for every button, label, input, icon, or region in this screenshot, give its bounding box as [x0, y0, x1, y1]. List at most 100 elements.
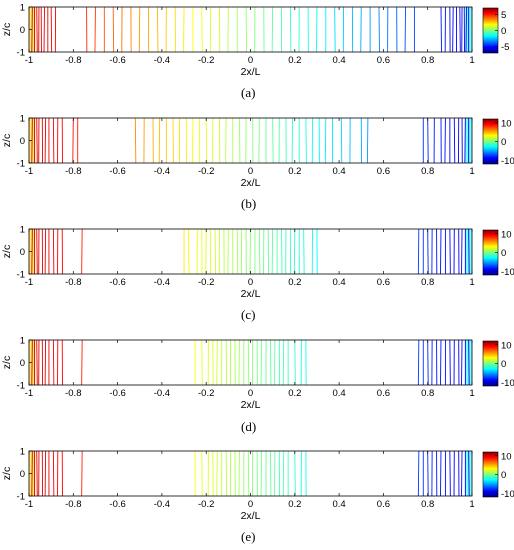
x-tick-label: -0.8 — [65, 166, 81, 177]
contour-line — [225, 450, 228, 497]
x-axis-label: 2x/L — [241, 510, 261, 522]
x-tick-label: 0.2 — [288, 499, 301, 510]
x-tick-label: -0.6 — [109, 499, 125, 510]
contour-line — [334, 6, 336, 53]
contour-line — [44, 117, 47, 164]
x-axis-label: 2x/L — [241, 288, 261, 300]
x-tick-label: 0.8 — [421, 277, 434, 288]
contour-line — [52, 339, 55, 386]
x-tick-label: 0.2 — [288, 277, 301, 288]
plot-area — [29, 7, 472, 52]
y-tick-label: -1 — [17, 381, 25, 392]
contour-line — [236, 228, 239, 275]
x-tick-label: -0.8 — [65, 499, 81, 510]
contour-line — [417, 339, 420, 386]
contour-line — [440, 450, 442, 497]
contour-line — [36, 450, 38, 497]
contour-line — [227, 228, 229, 275]
y-tick-label: 1 — [20, 447, 25, 458]
x-tick-label: 0.8 — [421, 388, 434, 399]
x-axis-label: 2x/L — [241, 399, 261, 411]
contour-line — [461, 228, 463, 275]
contour-line — [269, 339, 272, 386]
x-tick-label: -0.2 — [198, 499, 214, 510]
x-tick-label: -1 — [25, 499, 33, 510]
contour-line — [461, 339, 463, 386]
x-tick-label: -0.4 — [154, 388, 170, 399]
colorbar-tick-label: 0 — [501, 137, 506, 148]
colorbar-tick-label: -10 — [501, 156, 514, 167]
contour-panel: -1-0.8-0.6-0.4-0.200.20.40.60.81-1012x/L… — [1, 225, 514, 301]
contour-line — [36, 228, 38, 275]
contour-line — [440, 228, 442, 275]
plot-area — [29, 451, 472, 496]
contour-line — [440, 6, 442, 53]
x-tick-label: 0.4 — [332, 388, 345, 399]
contour-line — [201, 450, 203, 497]
contour-line — [44, 228, 47, 275]
contour-line — [294, 339, 296, 386]
y-tick-label: -1 — [17, 270, 25, 281]
y-axis-label: z/c — [1, 356, 13, 369]
contour-line — [449, 339, 451, 386]
contour-line — [291, 117, 294, 164]
contour-line — [260, 450, 263, 497]
colorbar-tick-label: 0 — [501, 470, 506, 481]
plot-area — [29, 118, 472, 163]
contour-line — [449, 450, 451, 497]
x-tick-label: 0 — [248, 388, 253, 399]
x-tick-label: 0.4 — [332, 277, 345, 288]
x-tick-label: 0 — [248, 55, 253, 66]
y-tick-label: 0 — [20, 469, 25, 480]
contour-line — [269, 450, 272, 497]
contour-line — [464, 117, 466, 164]
colorbar-tick-label: 0 — [501, 248, 506, 259]
y-tick-label: 0 — [20, 247, 25, 258]
contour-line — [303, 228, 305, 275]
contour-line — [468, 339, 470, 386]
panel-label-a: (a) — [241, 85, 256, 100]
contour-line — [468, 228, 470, 275]
contour-line — [427, 117, 429, 164]
contour-line — [44, 339, 47, 386]
x-tick-label: 1 — [469, 166, 474, 177]
contour-line — [427, 450, 429, 497]
x-tick-label: -0.8 — [65, 277, 81, 288]
contour-line — [324, 117, 327, 164]
x-tick-label: 0.2 — [288, 55, 301, 66]
x-tick-label: -0.6 — [109, 277, 125, 288]
contour-line — [81, 450, 83, 497]
contour-line — [427, 339, 429, 386]
contour-line — [271, 228, 274, 275]
x-tick-label: -0.8 — [65, 388, 81, 399]
colorbar-tick-label: -5 — [501, 42, 509, 53]
contour-line — [245, 6, 248, 53]
colorbar-tick-label: 10 — [501, 118, 512, 129]
x-tick-label: -0.4 — [154, 166, 170, 177]
panel-label-b: (b) — [241, 196, 257, 211]
x-tick-label: -0.4 — [154, 499, 170, 510]
contour-line — [188, 228, 190, 275]
contour-line — [172, 117, 174, 164]
contour-line — [157, 6, 159, 53]
y-tick-label: 0 — [20, 358, 25, 369]
contour-line — [183, 6, 185, 53]
x-tick-label: -0.2 — [198, 277, 214, 288]
contour-line — [282, 450, 285, 497]
x-tick-label: 1 — [469, 499, 474, 510]
x-tick-label: 0 — [248, 166, 253, 177]
contour-line — [227, 6, 229, 53]
panel-label-c: (c) — [241, 307, 256, 322]
contour-line — [305, 117, 307, 164]
contour-line — [249, 228, 251, 275]
x-tick-label: 0.8 — [421, 499, 434, 510]
x-tick-label: 0 — [248, 499, 253, 510]
contour-line — [216, 450, 218, 497]
contour-line — [260, 339, 263, 386]
colorbar-tick-label: 5 — [501, 10, 506, 21]
contour-line — [43, 6, 45, 53]
contour-line — [216, 339, 218, 386]
